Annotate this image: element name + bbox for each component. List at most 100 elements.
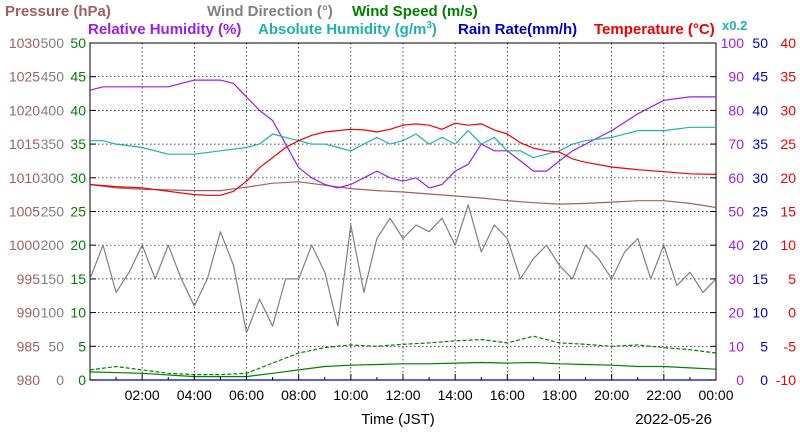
series-wind-direction [89, 204, 717, 334]
wind-speed-tick-label: 0 [78, 372, 86, 388]
wind-direction-tick-label: 400 [41, 102, 65, 118]
legend-entry: Rain Rate(mm/h) [458, 21, 577, 38]
series-temperature-c [89, 122, 717, 196]
wind-direction-tick-label: 500 [41, 35, 65, 51]
legend: Pressure (hPa) Wind Direction (°) Wind Spe… [5, 3, 747, 38]
legend-entry: Wind Direction (°) [207, 3, 333, 20]
right-axes: 1009080706050403020100504540353025201510… [710, 35, 796, 388]
pressure-tick-label: 1005 [9, 204, 40, 220]
rain-rate-tick-label: 0 [760, 372, 768, 388]
temperature-tick-label: 25 [780, 136, 796, 152]
date-label: 2022-05-26 [635, 411, 712, 428]
humidity-tick-label: 60 [728, 170, 744, 186]
wind-direction-tick-label: 300 [41, 170, 65, 186]
rain-rate-tick-label: 30 [752, 170, 768, 186]
left-axes: 1030102510201015101010051000995990985980… [9, 35, 96, 388]
wind-direction-tick-label: 450 [41, 69, 65, 85]
humidity-tick-label: 90 [728, 69, 744, 85]
rain-rate-tick-label: 50 [752, 35, 768, 51]
series-wind-speed-m-s [89, 361, 717, 378]
wind-speed-tick-label: 50 [70, 35, 86, 51]
temperature-tick-label: 0 [788, 305, 796, 321]
rain-rate-tick-label: 10 [752, 305, 768, 321]
rain-rate-tick-label: 5 [760, 338, 768, 354]
wind-direction-tick-label: 350 [41, 136, 65, 152]
x-axis-label: Time (JST) [361, 411, 435, 428]
temperature-tick-label: -5 [784, 338, 797, 354]
humidity-tick-label: 80 [728, 102, 744, 118]
humidity-tick-label: 100 [721, 35, 745, 51]
wind-speed-tick-label: 35 [70, 136, 86, 152]
temperature-tick-label: 40 [780, 35, 796, 51]
pressure-tick-label: 980 [17, 372, 41, 388]
temperature-tick-label: 30 [780, 102, 796, 118]
wind-speed-tick-label: 30 [70, 170, 86, 186]
rain-rate-tick-label: 20 [752, 237, 768, 253]
pressure-tick-label: 1025 [9, 69, 40, 85]
pressure-tick-label: 1010 [9, 170, 40, 186]
x-tick-label: 08:00 [281, 387, 316, 403]
temperature-tick-label: -10 [776, 372, 796, 388]
rain-rate-tick-label: 25 [752, 204, 768, 220]
x-tick-label: 00:00 [698, 387, 733, 403]
pressure-tick-label: 1020 [9, 102, 40, 118]
rain-rate-tick-label: 15 [752, 271, 768, 287]
wind-direction-tick-label: 250 [41, 204, 65, 220]
humidity-tick-label: 20 [728, 305, 744, 321]
wind-direction-tick-label: 150 [41, 271, 65, 287]
wind-direction-tick-label: 50 [48, 338, 64, 354]
x-tick-label: 12:00 [385, 387, 420, 403]
temperature-tick-label: 20 [780, 170, 796, 186]
humidity-tick-label: 50 [728, 204, 744, 220]
series-absolute-humidity-g-m3 [90, 126, 716, 159]
x-tick-label: 20:00 [594, 387, 629, 403]
humidity-tick-label: 40 [728, 237, 744, 253]
rain-rate-tick-label: 40 [752, 102, 768, 118]
pressure-tick-label: 1030 [9, 35, 40, 51]
series-relative-humidity [89, 79, 716, 189]
grid [90, 43, 716, 380]
x-tick-label: 18:00 [542, 387, 577, 403]
pressure-tick-label: 1015 [9, 136, 40, 152]
wind-direction-tick-label: 100 [41, 305, 65, 321]
x-tick-label: 06:00 [229, 387, 264, 403]
x-tick-label: 10:00 [333, 387, 368, 403]
wind-speed-tick-label: 5 [78, 338, 86, 354]
humidity-tick-label: 10 [728, 338, 744, 354]
x-tick-label: 04:00 [177, 387, 212, 403]
wind-direction-tick-label: 200 [41, 237, 65, 253]
legend-entry: Absolute Humidity (g/m3) [258, 20, 437, 38]
wind-speed-tick-label: 15 [70, 271, 86, 287]
series-pressure-hpa [89, 181, 717, 209]
wind-speed-tick-label: 45 [70, 69, 86, 85]
humidity-tick-label: 0 [736, 372, 744, 388]
temperature-tick-label: 35 [780, 69, 796, 85]
wind-speed-tick-label: 25 [70, 204, 86, 220]
legend-entry: Temperature (°C) [594, 21, 715, 38]
wind-speed-tick-label: 20 [70, 237, 86, 253]
temperature-tick-label: 5 [788, 271, 796, 287]
rain-rate-tick-label: 45 [752, 69, 768, 85]
humidity-tick-label: 30 [728, 271, 744, 287]
humidity-tick-label: 70 [728, 136, 744, 152]
pressure-tick-label: 990 [17, 305, 41, 321]
x-tick-label: 22:00 [646, 387, 681, 403]
temperature-tick-label: 10 [780, 237, 796, 253]
x-tick-label: 16:00 [490, 387, 525, 403]
wind-direction-tick-label: 0 [56, 372, 64, 388]
wind-speed-tick-label: 10 [70, 305, 86, 321]
pressure-tick-label: 995 [17, 271, 41, 287]
absolute-humidity-scale-note: x0.2 [722, 18, 747, 33]
x-tick-label: 14:00 [438, 387, 473, 403]
pressure-tick-label: 1000 [9, 237, 40, 253]
legend-entry: Relative Humidity (%) [88, 21, 241, 38]
pressure-tick-label: 985 [17, 338, 41, 354]
x-tick-label: 02:00 [125, 387, 160, 403]
temperature-tick-label: 15 [780, 204, 796, 220]
wind-speed-tick-label: 40 [70, 102, 86, 118]
rain-rate-tick-label: 35 [752, 136, 768, 152]
x-axis: 02:00 04:00 06:00 08:00 10:00 12:00 14:00 16:00… [115, 374, 734, 403]
legend-entry: Pressure (hPa) [5, 3, 111, 20]
legend-entry: Wind Speed (m/s) [352, 3, 478, 20]
